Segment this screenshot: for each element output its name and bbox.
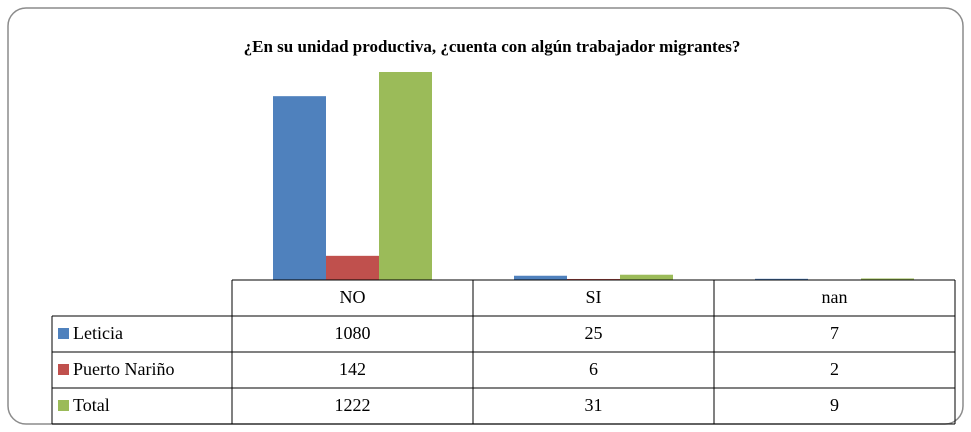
table-value: 25 <box>585 323 603 343</box>
table-value: 9 <box>830 395 839 415</box>
bar <box>861 278 914 280</box>
legend-key <box>58 364 69 375</box>
bar <box>620 274 673 280</box>
table-value: 31 <box>585 395 603 415</box>
table-value: 7 <box>830 323 839 343</box>
bar <box>755 278 808 280</box>
legend-key <box>58 328 69 339</box>
legend-label: Leticia <box>73 323 123 343</box>
category-label: NO <box>340 287 366 307</box>
bar <box>326 255 379 280</box>
bar <box>273 96 326 280</box>
chart-title: ¿En su unidad productiva, ¿cuenta con al… <box>244 37 741 56</box>
table-value: 2 <box>830 359 839 379</box>
bar <box>379 72 432 280</box>
legend-label: Total <box>73 395 110 415</box>
bar <box>514 275 567 280</box>
category-label: SI <box>585 287 601 307</box>
legend-label: Puerto Nariño <box>73 359 174 379</box>
table-value: 1080 <box>335 323 371 343</box>
category-label: nan <box>822 287 848 307</box>
legend-key <box>58 400 69 411</box>
table-value: 6 <box>589 359 598 379</box>
table-value: 1222 <box>335 395 371 415</box>
table-value: 142 <box>339 359 366 379</box>
bar <box>567 278 620 280</box>
